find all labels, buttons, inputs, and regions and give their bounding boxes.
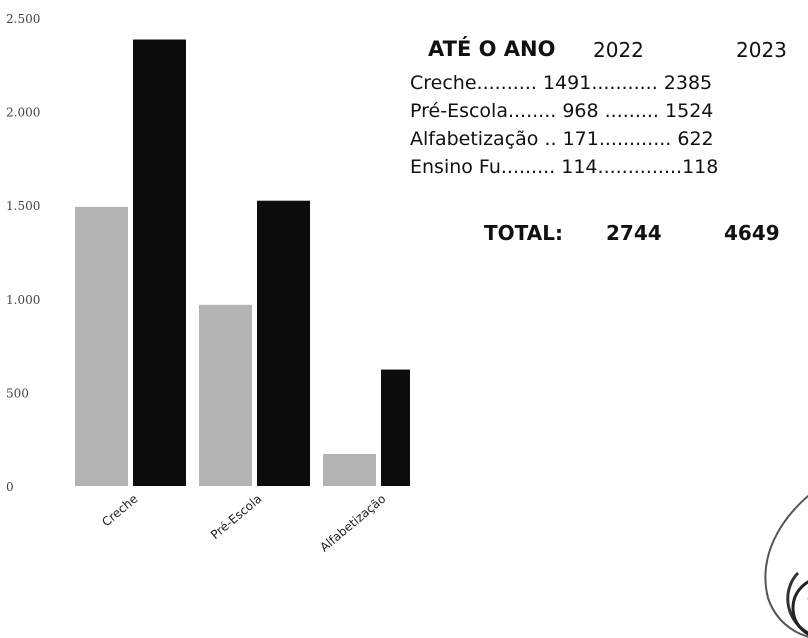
- summary-panel: ATÉ O ANO 2022 2023 Creche.......... 149…: [410, 36, 800, 250]
- x-tick-label: Alfabetização: [317, 492, 388, 555]
- bar: [133, 39, 186, 486]
- summary-total: TOTAL: 2744 4649: [410, 220, 800, 250]
- y-tick-label: 1.500: [6, 199, 40, 213]
- stamp-icon: [764, 494, 808, 638]
- y-tick-label: 2.500: [6, 12, 40, 26]
- summary-year-2022: 2022: [593, 38, 644, 62]
- bar: [199, 304, 252, 486]
- summary-year-2023: 2023: [736, 38, 787, 62]
- y-tick-label: 1.000: [6, 293, 40, 307]
- bar: [257, 200, 310, 486]
- summary-title: ATÉ O ANO: [428, 37, 556, 61]
- y-axis: 2.500 2.000 1.500 1.000 500 0: [6, 12, 40, 494]
- total-2023: 4649: [724, 221, 780, 245]
- summary-row-alfabetizacao: Alfabetização .. 171............ 622: [410, 128, 714, 150]
- summary-header: ATÉ O ANO 2022 2023: [410, 36, 800, 70]
- total-2022: 2744: [606, 221, 662, 245]
- bar: [381, 369, 410, 486]
- y-tick-label: 0: [6, 480, 14, 494]
- total-label: TOTAL:: [484, 221, 563, 245]
- summary-row-pre-escola: Pré-Escola........ 968 ......... 1524: [410, 100, 714, 122]
- y-tick-label: 2.000: [6, 106, 40, 120]
- x-tick-label: Pré-Escola: [208, 492, 264, 542]
- x-tick-label: Creche: [99, 492, 140, 530]
- y-tick-label: 500: [6, 386, 29, 400]
- summary-row-creche: Creche.......... 1491........... 2385: [410, 72, 713, 94]
- bar: [75, 206, 128, 486]
- summary-row-ensino-fundamental: Ensino Fu......... 114..............118: [410, 156, 719, 178]
- bars: [75, 39, 410, 486]
- bar: [323, 453, 376, 486]
- bar-chart: 2.500 2.000 1.500 1.000 500 0 Creche Pré-Escol…: [6, 12, 410, 581]
